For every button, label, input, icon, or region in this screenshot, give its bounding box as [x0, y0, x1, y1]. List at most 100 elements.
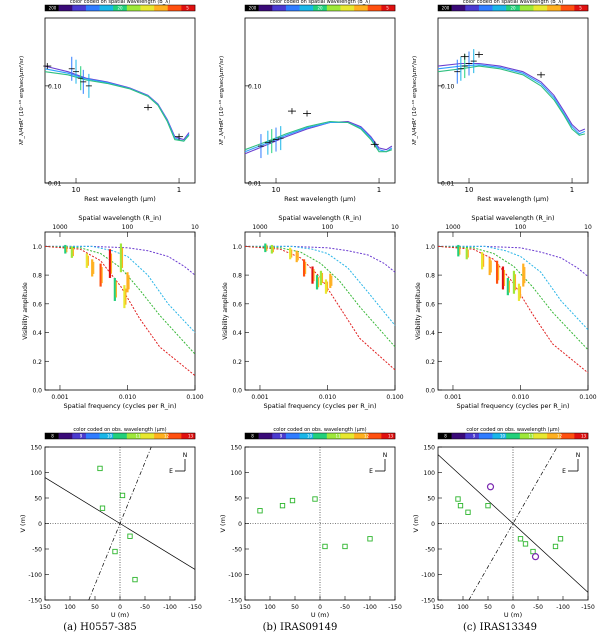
uv-xtick-label: 0 [318, 604, 322, 611]
colorbar-spatial-seg [285, 5, 300, 11]
uv-ytick-label: 50 [234, 496, 242, 503]
colorbar-obs-tick: 11 [335, 434, 341, 439]
vis-ytick-label: 0.6 [425, 301, 435, 308]
sed-model-curve [437, 65, 586, 136]
vis-model-curve [245, 245, 396, 326]
vis-ytick-label: 0.0 [232, 388, 242, 395]
colorbar-obs-seg [354, 433, 369, 439]
vis-top-xlabel: Spatial wavelength (R_in) [471, 214, 554, 222]
colorbar-obs-seg [140, 433, 155, 439]
colorbar-obs-seg [519, 433, 534, 439]
sed-model-curve [244, 121, 393, 153]
caption-a: (a) H0557-385 [63, 622, 137, 633]
uv-ytick-label: -50 [425, 547, 435, 554]
uv-ytick-label: 0 [238, 521, 242, 528]
uv-ytick-label: 100 [31, 470, 43, 477]
sed-ylabel: λF_λ/4πR² (10⁻¹⁶ erg/sec/μm²/sr) [218, 56, 225, 145]
colorbar-spatial-seg [154, 5, 169, 11]
colorbar-spatial-seg [340, 5, 355, 11]
uv-xtick-label: -50 [140, 604, 150, 611]
vis-toptick-label: 100 [322, 224, 334, 231]
colorbar-spatial-seg [381, 5, 396, 11]
vis-model-curve [437, 245, 589, 374]
uv-xtick-label: -100 [363, 604, 377, 611]
sed-model-curve [244, 120, 393, 153]
uv-xlabel: U (m) [111, 611, 129, 619]
colorbar-spatial-seg [85, 5, 100, 11]
uv-ytick-label: 50 [34, 496, 42, 503]
uv-ytick-label: -50 [32, 547, 42, 554]
colorbar-spatial-seg [438, 5, 452, 11]
uv-point [485, 503, 491, 509]
vis-ytick-label: 0.2 [232, 359, 242, 366]
vis-ytick-label: 1.0 [32, 244, 42, 251]
uv-solid-line [437, 454, 589, 593]
sed-xlabel: Rest wavelength (μm) [284, 195, 356, 203]
uv-xtick-label: 150 [432, 604, 444, 611]
vis-toptick-label: 1000 [252, 224, 267, 231]
vis-xlabel: Spatial frequency (cycles per R_in) [64, 402, 177, 410]
colorbar-obs-seg [45, 433, 59, 439]
vis-model-curve [45, 245, 196, 333]
uv-xtick-label: -150 [388, 604, 402, 611]
sed-frame [44, 17, 196, 184]
colorbar-obs-seg [181, 433, 196, 439]
uv-point [127, 533, 133, 539]
colorbar-obs-tick: 9 [80, 434, 83, 439]
uv-point [530, 548, 536, 555]
colorbar-obs-label: color coded on obs. wavelength (μm) [73, 427, 166, 433]
colorbar-obs-tick: 8 [251, 434, 254, 439]
vis-xtick-label: 0.100 [386, 394, 403, 401]
colorbar-spatial-tick: 5 [386, 6, 389, 11]
sed-model-curve [44, 65, 190, 141]
colorbar-obs-seg [167, 433, 182, 439]
colorbar-spatial-seg [326, 5, 341, 11]
colorbar-spatial-seg [478, 5, 493, 11]
vis-toptick-label: 100 [515, 224, 527, 231]
vis-xtick-label: 0.001 [51, 394, 68, 401]
colorbar-obs-tick: 11 [528, 434, 534, 439]
uv-special-point [486, 483, 495, 491]
colorbar-obs-frame [437, 432, 589, 440]
vis-toptick-label: 100 [122, 224, 134, 231]
colorbar-spatial-seg [506, 5, 521, 11]
vis-ylabel: Visibility amplitude [415, 282, 422, 340]
colorbar-spatial-seg [560, 5, 575, 11]
uv-point [522, 541, 529, 547]
sed-xtick-label: 10 [272, 186, 281, 194]
colorbar-obs-seg [313, 433, 328, 439]
colorbar-obs-label: color coded on obs. wavelength (μm) [466, 427, 559, 433]
uv-xtick-label: -100 [163, 604, 177, 611]
uv-ytick-label: -50 [232, 547, 242, 554]
sed-ytick-label: 0.01 [48, 181, 62, 188]
vis-ytick-label: 0.8 [32, 273, 42, 280]
uv-xtick-label: 50 [91, 604, 99, 611]
colorbar-spatial-frame [44, 4, 196, 12]
colorbar-obs-frame [44, 432, 196, 440]
uv-special-point [531, 553, 540, 561]
colorbar-obs-tick: 9 [473, 434, 476, 439]
colorbar-obs-seg [438, 433, 452, 439]
vis-ytick-label: 0.0 [32, 388, 42, 395]
vis-model-curve [245, 245, 396, 273]
sed-frame [437, 17, 589, 184]
uv-ylabel: V (m) [412, 515, 420, 533]
sed-ytick-label: 0.01 [248, 181, 262, 188]
colorbar-spatial-seg [354, 5, 369, 11]
uv-point [322, 543, 328, 550]
sed-ylabel: λF_λ/4πR² (10⁻¹⁶ erg/sec/μm²/sr) [18, 56, 25, 145]
colorbar-obs-tick: 12 [364, 434, 370, 439]
vis-xtick-label: 0.010 [119, 394, 136, 401]
colorbar-obs-tick: 13 [388, 434, 394, 439]
uv-ytick-label: 100 [424, 470, 436, 477]
colorbar-obs-seg [451, 433, 466, 439]
colorbar-spatial-tick: 20 [510, 6, 516, 11]
vis-ytick-label: 0.2 [32, 359, 42, 366]
vis-ylabel: Visibility amplitude [222, 282, 229, 340]
sed-ytick-label: 0.10 [248, 83, 262, 90]
colorbar-obs-seg [560, 433, 575, 439]
colorbar-obs-seg [272, 433, 287, 439]
colorbar-obs-tick: 11 [135, 434, 141, 439]
colorbar-obs-label: color coded on obs. wavelength (μm) [273, 427, 366, 433]
uv-point [457, 503, 464, 509]
